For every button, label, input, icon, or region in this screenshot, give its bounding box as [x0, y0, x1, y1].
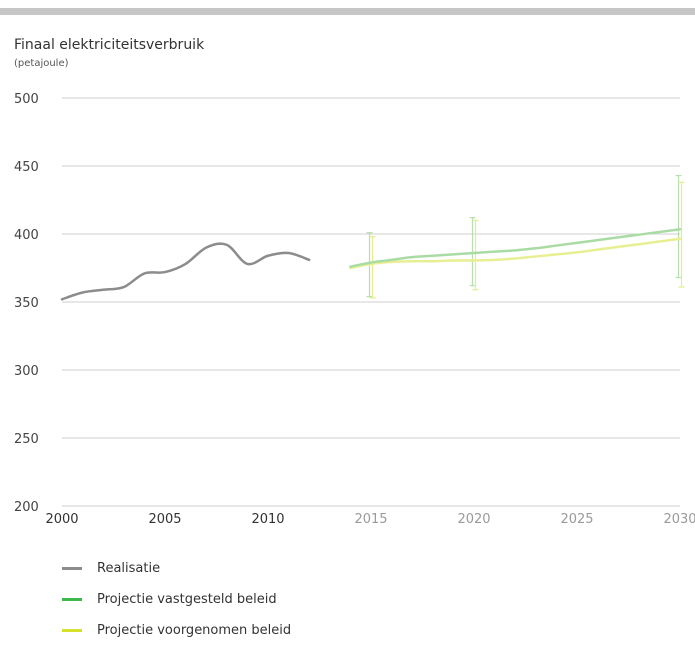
legend-item-vastgesteld: Projectie vastgesteld beleid [62, 584, 291, 615]
x-tick-label-2000: 2000 [45, 512, 78, 527]
y-tick-label-450: 450 [14, 160, 39, 175]
x-tick-label-2025: 2025 [560, 512, 593, 527]
x-tick-label-2020: 2020 [457, 512, 490, 527]
legend-item-voorgenomen: Projectie voorgenomen beleid [62, 615, 291, 646]
top-divider-bar [0, 8, 695, 15]
y-tick-label-500: 500 [14, 92, 39, 107]
x-tick-label-2030: 2030 [663, 512, 695, 527]
legend-label-vastgesteld: Projectie vastgesteld beleid [97, 592, 277, 607]
x-tick-label-2015: 2015 [354, 512, 387, 527]
legend-label-realisatie: Realisatie [97, 561, 161, 576]
y-tick-label-200: 200 [14, 500, 39, 515]
legend-swatch-realisatie [62, 567, 82, 570]
legend-label-voorgenomen: Projectie voorgenomen beleid [97, 623, 292, 638]
legend-swatch-voorgenomen [62, 629, 82, 632]
y-tick-label-350: 350 [14, 296, 39, 311]
legend-item-realisatie: Realisatie [62, 553, 291, 584]
chart-subtitle: (petajoule) [14, 58, 69, 69]
y-tick-label-400: 400 [14, 228, 39, 243]
x-tick-label-2005: 2005 [148, 512, 181, 527]
y-tick-label-300: 300 [14, 364, 39, 379]
chart-legend: Realisatie Projectie vastgesteld beleid … [62, 553, 291, 646]
chart-title: Finaal elektriciteitsverbruik [14, 37, 205, 53]
series-line-2 [349, 237, 682, 270]
series-line-0 [60, 242, 311, 301]
series-line-1 [349, 227, 682, 268]
x-tick-label-2010: 2010 [251, 512, 284, 527]
legend-swatch-vastgesteld [62, 598, 82, 601]
y-tick-label-250: 250 [14, 432, 39, 447]
